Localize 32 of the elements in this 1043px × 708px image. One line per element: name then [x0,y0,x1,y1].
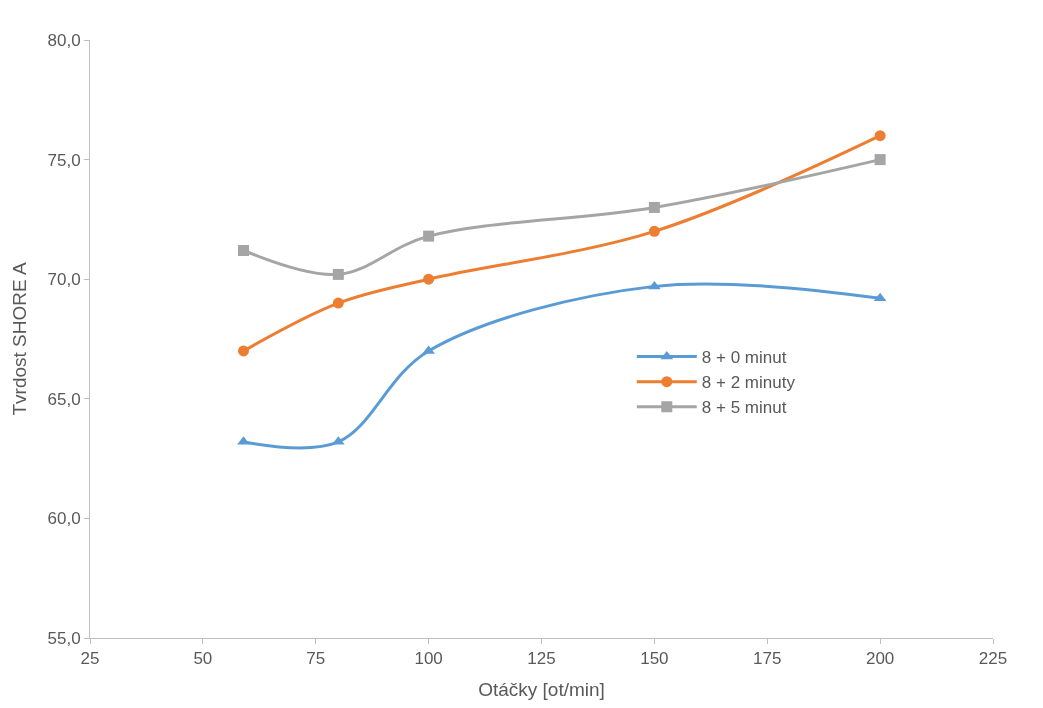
y-axis-title: Tvrdost SHORE A [9,262,31,416]
point [332,297,344,309]
x-tick-label: 175 [753,649,782,669]
x-tick-label: 125 [527,649,556,669]
point [874,154,886,166]
legend-label: 8 + 5 minut [701,398,787,418]
x-tick-label: 75 [306,649,326,669]
point [332,268,344,280]
point [423,230,435,242]
point [874,130,886,142]
point [873,292,887,302]
x-axis-title: Otáčky [ot/min] [478,679,605,701]
point [648,201,660,213]
point [238,245,250,256]
y-tick-label: 60,0 [47,509,81,529]
point [648,225,660,237]
x-tick-label: 225 [978,649,1008,669]
y-tick-label: 80,0 [47,30,81,50]
y-tick-label: 55,0 [47,628,81,648]
y-tick-label: 75,0 [47,150,81,170]
x-tick-label: 150 [640,649,669,669]
point [238,345,250,357]
x-tick-label: 200 [865,649,895,669]
legend-label: 8 + 0 minut [701,348,787,368]
x-tick-label: 50 [193,649,213,669]
point [423,273,435,285]
point [648,280,661,290]
x-tick-label: 25 [80,649,100,669]
x-tick-label: 100 [414,649,443,669]
y-tick-label: 65,0 [47,389,81,409]
y-tick-label: 70,0 [47,270,81,290]
legend-label: 8 + 2 minuty [701,373,796,393]
